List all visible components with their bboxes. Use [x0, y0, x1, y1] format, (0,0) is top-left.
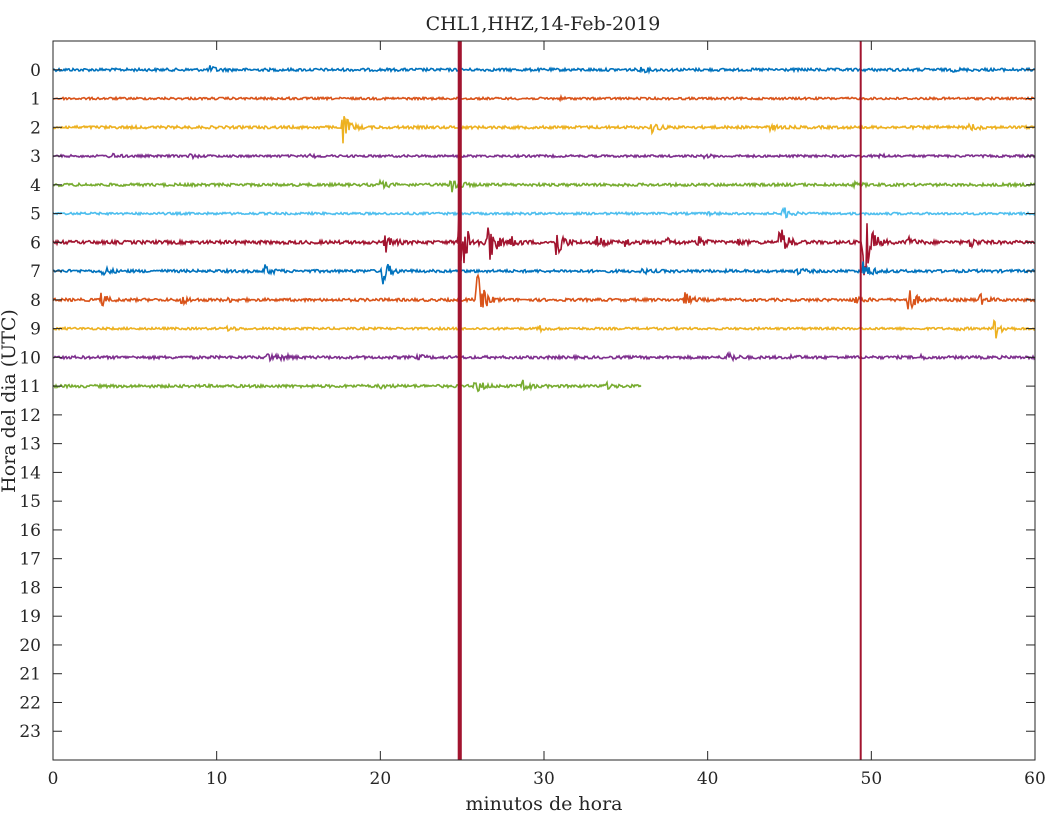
- plot-frame: [52, 40, 1036, 761]
- y-tick-label-18: 18: [19, 578, 41, 598]
- y-tick-label-11: 11: [19, 377, 41, 397]
- y-tick-label-0: 0: [30, 61, 41, 81]
- trace-hour-5: [52, 206, 1036, 219]
- x-tick-label-60: 60: [1024, 769, 1046, 789]
- traces-layer: [52, 41, 1036, 760]
- trace-hour-0: [52, 65, 1036, 75]
- trace-hour-7: [52, 261, 1036, 285]
- y-tick-label-23: 23: [19, 722, 41, 742]
- y-tick-label-15: 15: [19, 492, 41, 512]
- y-tick-label-19: 19: [19, 607, 41, 627]
- x-tick-label-10: 10: [206, 769, 228, 789]
- trace-hour-11: [52, 379, 642, 393]
- y-tick-label-21: 21: [19, 665, 41, 685]
- y-tick-label-13: 13: [19, 435, 41, 455]
- y-tick-label-1: 1: [30, 90, 41, 110]
- x-tick-label-50: 50: [861, 769, 883, 789]
- y-tick-label-22: 22: [19, 693, 41, 713]
- y-tick-label-14: 14: [19, 463, 41, 483]
- chart-title: CHL1,HHZ,14-Feb-2019: [426, 13, 661, 35]
- trace-hour-1: [52, 93, 1036, 103]
- x-tick-label-40: 40: [697, 769, 719, 789]
- y-tick-label-6: 6: [30, 233, 41, 253]
- x-tick-label-0: 0: [48, 769, 59, 789]
- x-tick-label-20: 20: [370, 769, 392, 789]
- y-tick-label-7: 7: [30, 262, 41, 282]
- y-tick-label-20: 20: [19, 636, 41, 656]
- y-tick-label-9: 9: [30, 320, 41, 340]
- y-tick-label-2: 2: [30, 118, 41, 138]
- y-tick-label-4: 4: [30, 176, 41, 196]
- x-tick-label-30: 30: [533, 769, 555, 789]
- trace-hour-9: [52, 318, 1036, 339]
- y-tick-label-5: 5: [30, 205, 41, 225]
- y-tick-label-12: 12: [19, 406, 41, 426]
- y-tick-label-8: 8: [30, 291, 41, 311]
- trace-hour-2: [52, 116, 1036, 144]
- y-tick-label-10: 10: [19, 348, 41, 368]
- large-event-band-1: [457, 41, 462, 760]
- y-tick-label-3: 3: [30, 147, 41, 167]
- large-event-band-2: [859, 41, 862, 760]
- trace-hour-10: [52, 350, 1036, 363]
- y-tick-label-16: 16: [19, 521, 41, 541]
- trace-hour-6: [52, 214, 1036, 276]
- trace-hour-8: [52, 273, 1036, 311]
- x-axis-label: minutos de hora: [466, 793, 623, 815]
- y-tick-label-17: 17: [19, 550, 41, 570]
- trace-hour-4: [52, 178, 1036, 193]
- trace-hour-3: [52, 152, 1036, 161]
- y-axis-label: Hora del dia (UTC): [0, 309, 20, 493]
- ticks-layer: 0 10 20 30 40 50 60012345678910111213141516171…: [19, 41, 1046, 789]
